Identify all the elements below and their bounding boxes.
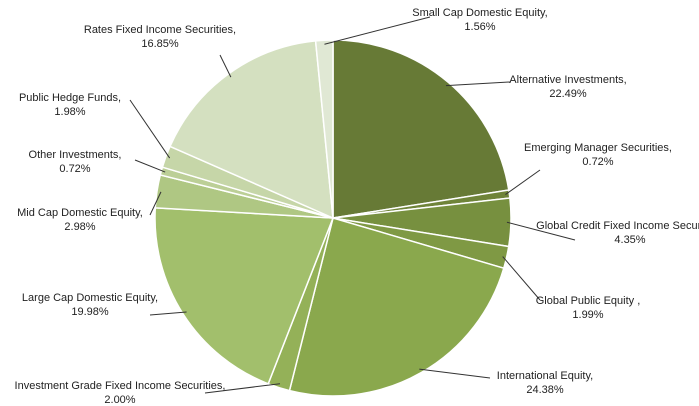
slice-label: Alternative Investments,: [509, 74, 626, 86]
slice-value-label: 19.98%: [71, 306, 109, 318]
slice-value-label: 2.00%: [104, 394, 135, 406]
slice-value-label: 1.99%: [572, 309, 603, 321]
slice-value-label: 0.72%: [59, 163, 90, 175]
pie-slice: [169, 40, 334, 220]
slice-label: Large Cap Domestic Equity,: [22, 292, 158, 304]
leader-line: [149, 311, 187, 316]
slice-label: Mid Cap Domestic Equity,: [17, 207, 143, 219]
slice-value-label: 22.49%: [549, 88, 587, 100]
pie-slice: [314, 39, 334, 219]
pie-slice: [154, 207, 335, 385]
slice-value-label: 24.38%: [526, 384, 564, 396]
slice-value-label: 2.98%: [64, 221, 95, 233]
slice-label: Investment Grade Fixed Income Securities…: [15, 380, 226, 392]
slice-value-label: 1.56%: [464, 21, 495, 33]
slice-value-label: 16.85%: [141, 38, 179, 50]
leader-line: [129, 99, 171, 159]
slice-value-label: 0.72%: [582, 156, 613, 168]
slice-label: Public Hedge Funds,: [19, 92, 121, 104]
leader-line: [324, 16, 431, 45]
slice-label: Emerging Manager Securities,: [524, 142, 672, 154]
leader-line: [149, 191, 162, 216]
slice-label: Global Public Equity ,: [536, 295, 641, 307]
leader-line: [506, 221, 576, 241]
leader-line: [204, 383, 281, 394]
leader-line: [419, 368, 491, 379]
leader-line: [134, 159, 166, 173]
pie-slice: [288, 217, 505, 397]
slice-label: Other Investments,: [29, 149, 122, 161]
leader-line: [502, 256, 541, 301]
slice-label: Small Cap Domestic Equity,: [412, 7, 548, 19]
leader-line: [505, 169, 541, 195]
slice-value-label: 4.35%: [614, 234, 645, 246]
pie-slice: [332, 39, 510, 219]
leader-line: [445, 81, 511, 87]
slice-label: Rates Fixed Income Securities,: [84, 24, 236, 36]
slice-label: International Equity,: [497, 370, 593, 382]
slice-label: Global Credit Fixed Income Securities,: [536, 220, 699, 232]
leader-line: [219, 54, 232, 78]
slice-value-label: 1.98%: [54, 106, 85, 118]
